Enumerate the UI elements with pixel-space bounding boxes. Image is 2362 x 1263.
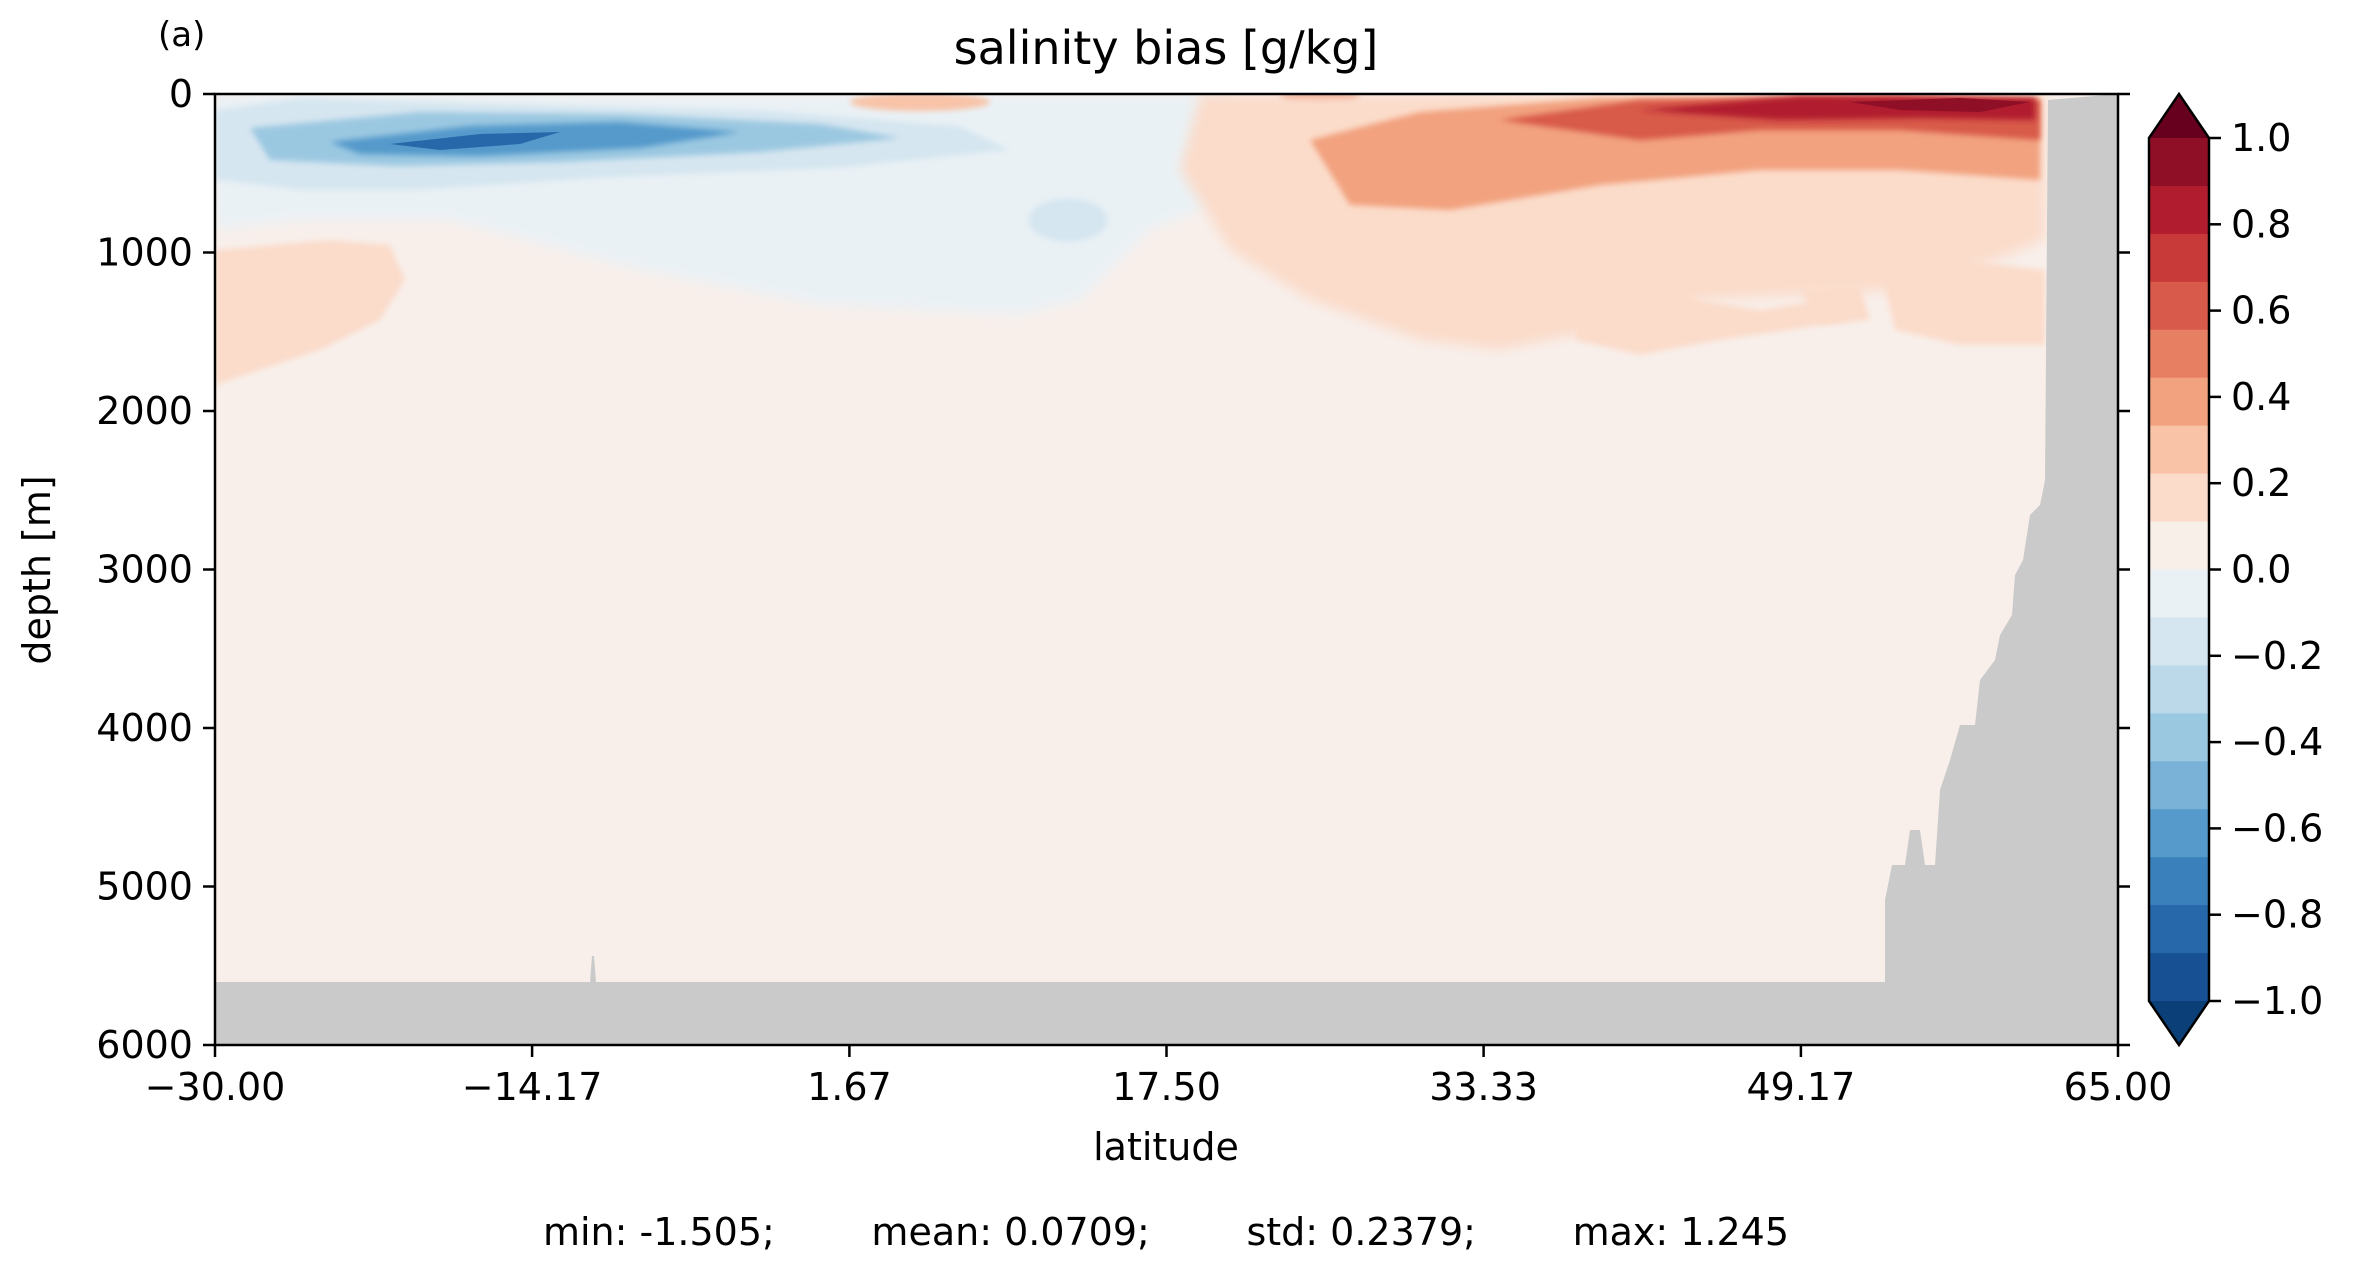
y-axis-label: depth [m]	[15, 475, 59, 664]
colorbar-level	[2149, 329, 2209, 379]
x-tick-label: −14.17	[462, 1065, 603, 1109]
colorbar-tick-label: 0.4	[2231, 375, 2291, 419]
chart-title: salinity bias [g/kg]	[954, 21, 1379, 75]
colorbar-level	[2149, 138, 2209, 187]
colorbar-level	[2149, 761, 2209, 810]
summary-stats: min: -1.505; mean: 0.0709; std: 0.2379; …	[543, 1210, 1789, 1254]
colorbar-tick-label: 0.2	[2231, 461, 2291, 505]
north-deep-positive-1	[1575, 270, 1850, 355]
colorbar-extend-top	[2149, 94, 2209, 138]
colorbar-level	[2149, 905, 2209, 954]
y-axis: 0 1000 2000 3000 4000 5000 6000	[96, 72, 2130, 1067]
deep-negative-patch	[1028, 198, 1108, 242]
north-deep-positive-2	[1880, 260, 2045, 345]
y-tick-label: 0	[169, 72, 193, 116]
left-positive-region	[215, 240, 405, 385]
x-tick-label: 1.67	[807, 1065, 892, 1109]
colorbar-level	[2149, 569, 2209, 619]
contour-field	[215, 94, 2118, 1045]
colorbar-tick-label: 1.0	[2231, 116, 2291, 160]
colorbar-level	[2149, 425, 2209, 475]
colorbar-level	[2149, 713, 2209, 762]
y-tick-label: 1000	[96, 231, 193, 275]
x-tick-label: 17.50	[1112, 1065, 1221, 1109]
y-tick-label: 5000	[96, 865, 193, 909]
fresh-tongue-core	[390, 132, 560, 150]
y-tick-label: 2000	[96, 389, 193, 433]
x-tick-label: 33.33	[1429, 1065, 1538, 1109]
y-tick-label: 4000	[96, 706, 193, 750]
colorbar-tick-label: −0.2	[2231, 634, 2323, 678]
tropical-positive-patch-1	[850, 94, 990, 111]
colorbar-tick-label: 0.8	[2231, 202, 2291, 246]
colorbar-level	[2149, 473, 2209, 523]
colorbar-tick-label: 0.6	[2231, 289, 2291, 333]
panel-label: (a)	[158, 15, 205, 55]
x-tick-label: 65.00	[2064, 1065, 2173, 1109]
colorbar-level	[2149, 617, 2209, 666]
colorbar-level	[2149, 233, 2209, 283]
colorbar-level	[2149, 377, 2209, 427]
colorbar-level	[2149, 185, 2209, 235]
colorbar-level	[2149, 857, 2209, 906]
colorbar-tick-label: −0.8	[2231, 893, 2323, 937]
colorbar-level	[2149, 665, 2209, 714]
colorbar-level	[2149, 953, 2209, 1002]
y-tick-label: 3000	[96, 548, 193, 592]
colorbar-tick-label: −1.0	[2231, 979, 2323, 1023]
x-tick-label: 49.17	[1747, 1065, 1856, 1109]
colorbar-level	[2149, 521, 2209, 571]
north-deep-positive-3	[1800, 285, 1870, 325]
colorbar-tick-label: 0.0	[2231, 548, 2291, 592]
colorbar-level	[2149, 281, 2209, 331]
x-tick-label: −30.00	[145, 1065, 286, 1109]
land-mask	[215, 94, 2118, 1045]
north-positive-max	[1850, 98, 2030, 112]
colorbar-extend-bottom	[2149, 1001, 2209, 1045]
x-axis: −30.00 −14.17 1.67 17.50 33.33 49.17 65.00	[145, 1045, 2173, 1109]
y-tick-label: 6000	[96, 1023, 193, 1067]
colorbar: 1.0 0.8 0.6 0.4 0.2 0.0 −0.2 −0.4 −0.6 −0.8 −1.0	[2147, 91, 2323, 1048]
colorbar-level	[2149, 809, 2209, 858]
colorbar-tick-label: −0.4	[2231, 720, 2323, 764]
colorbar-tick-label: −0.6	[2231, 806, 2323, 850]
x-axis-label: latitude	[1093, 1125, 1239, 1169]
